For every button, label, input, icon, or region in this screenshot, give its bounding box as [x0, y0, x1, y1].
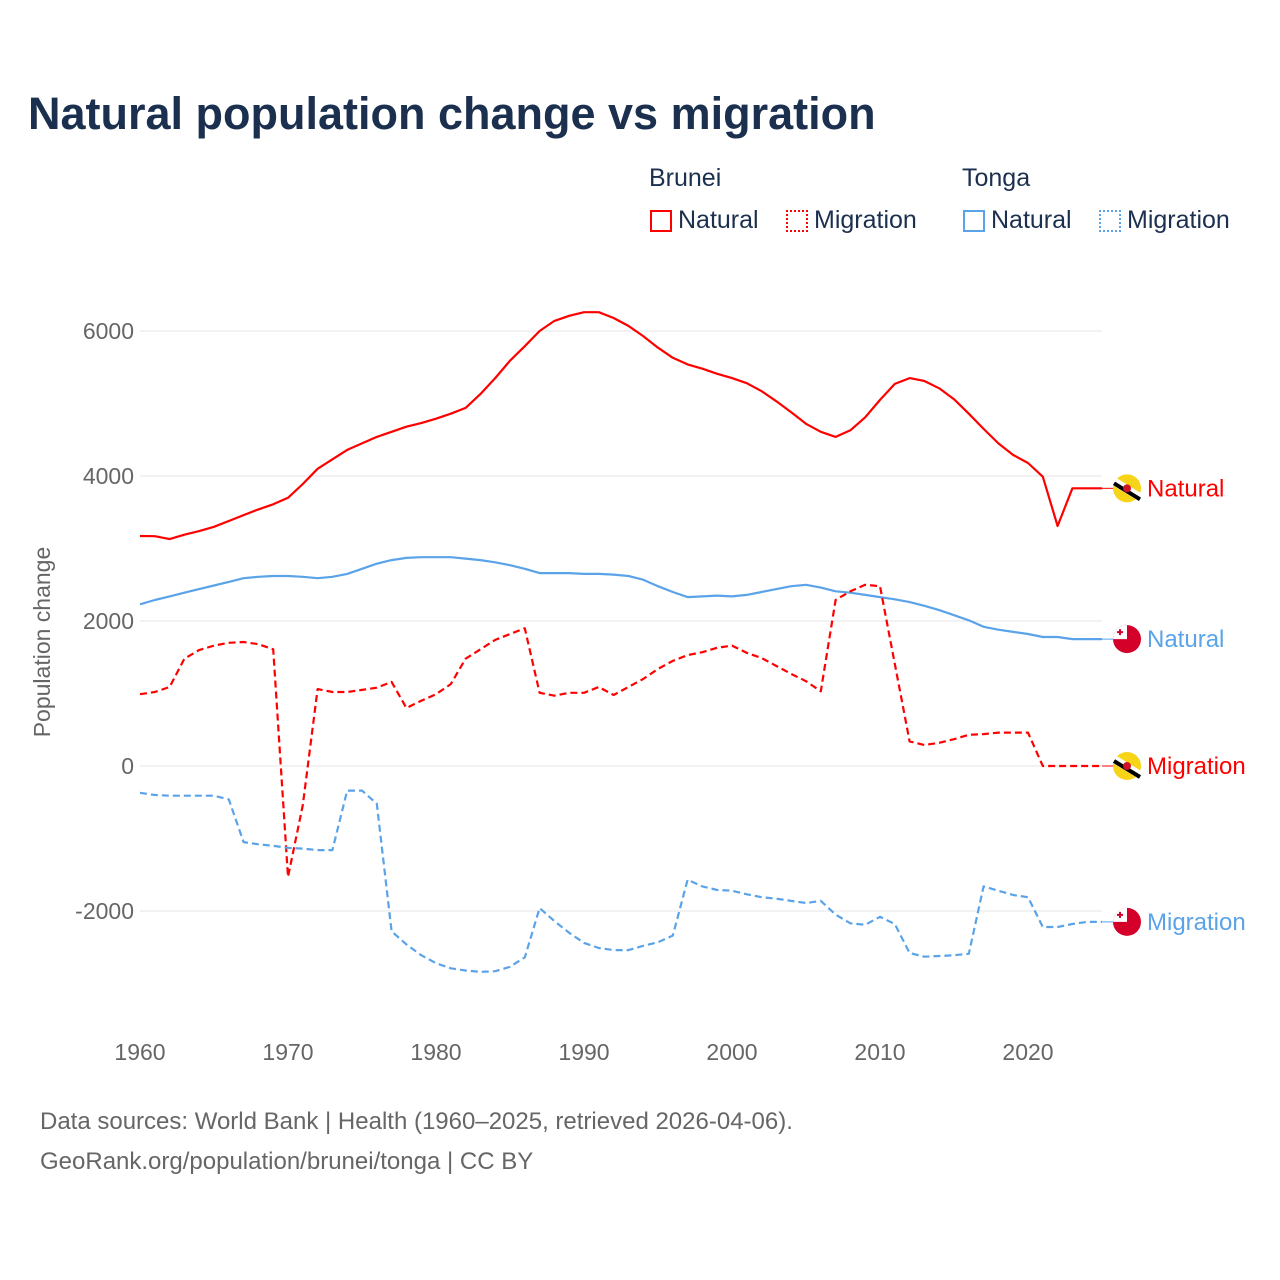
- x-tick-label: 1960: [114, 1039, 165, 1065]
- legend-tonga-migration[interactable]: Migration: [1099, 206, 1230, 235]
- x-tick-label: 2000: [706, 1039, 757, 1065]
- end-label: Migration: [1147, 753, 1246, 780]
- y-tick-label: 2000: [83, 608, 134, 634]
- solid-swatch-icon: [650, 209, 672, 232]
- tonga-flag-icon: [1113, 907, 1141, 936]
- legend-label: Migration: [1127, 206, 1230, 234]
- y-tick-label: 0: [121, 753, 134, 779]
- legend-label: Natural: [678, 206, 759, 234]
- x-tick-label: 2010: [854, 1039, 905, 1065]
- dotted-swatch-icon: [786, 209, 808, 232]
- y-tick-label: 6000: [83, 318, 134, 344]
- legend-label: Migration: [814, 206, 917, 234]
- flag-cross: [1117, 913, 1123, 916]
- flag-emblem: [1123, 484, 1131, 493]
- series-line-brunei-natural: [139, 311, 1102, 541]
- legend-group-tonga: Tonga: [962, 164, 1031, 192]
- legend-brunei-migration[interactable]: Migration: [786, 206, 917, 235]
- x-tick-label: 1970: [262, 1039, 313, 1065]
- dotted-swatch-icon: [1099, 209, 1121, 232]
- end-label: Migration: [1147, 909, 1246, 936]
- series-line-tonga-migration: [139, 789, 1102, 974]
- legend-label: Natural: [991, 206, 1072, 234]
- series-line-tonga-natural: [139, 556, 1102, 641]
- brunei-flag-icon: [1111, 474, 1143, 503]
- tonga-flag-icon: [1113, 625, 1141, 654]
- flag-emblem: [1123, 762, 1131, 770]
- x-tick-label: 1980: [410, 1039, 461, 1065]
- x-tick-label: 1990: [558, 1039, 609, 1065]
- x-tick-label: 2020: [1002, 1039, 1053, 1065]
- chart-title: Natural population change vs migration: [28, 88, 876, 139]
- footer-credit[interactable]: GeoRank.org/population/brunei/tonga | CC…: [40, 1148, 534, 1175]
- series-line-brunei-migration: [139, 583, 1102, 879]
- footer-sources: Data sources: World Bank | Health (1960–…: [40, 1108, 793, 1135]
- legend-group-brunei: Brunei: [649, 164, 722, 192]
- end-label: Natural: [1147, 626, 1224, 653]
- legend-tonga-natural[interactable]: Natural: [963, 206, 1072, 235]
- brunei-flag-icon: [1111, 752, 1143, 780]
- solid-swatch-icon: [963, 209, 985, 232]
- flag-cross: [1117, 631, 1123, 634]
- legend-brunei-natural[interactable]: Natural: [650, 206, 759, 235]
- y-axis-label: Population change: [29, 547, 55, 738]
- y-tick-label: -2000: [75, 898, 134, 924]
- y-tick-label: 4000: [83, 463, 134, 489]
- end-label: Natural: [1147, 475, 1224, 502]
